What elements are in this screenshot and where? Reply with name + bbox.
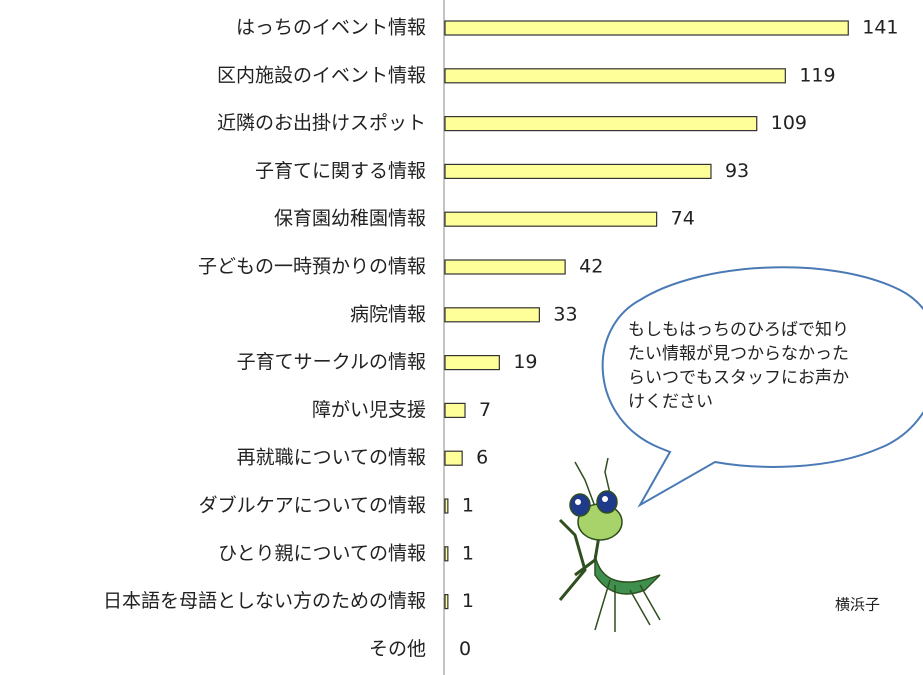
bar [445, 499, 448, 513]
category-label: ひとり親についての情報 [218, 542, 426, 564]
data-label: 74 [671, 208, 695, 230]
annotation-line: けください [628, 392, 713, 412]
bar [445, 260, 565, 274]
data-label: 33 [553, 303, 577, 325]
data-label: 141 [862, 17, 898, 39]
category-label: はっちのイベント情報 [236, 17, 426, 39]
mantis-illustration [560, 458, 660, 632]
category-label: 再就職についての情報 [237, 447, 426, 469]
data-label: 1 [462, 542, 474, 564]
category-label: 区内施設のイベント情報 [217, 64, 426, 86]
annotation-line: たい情報が見つからなかった [628, 344, 849, 364]
footer-text: 横浜子 [835, 596, 880, 614]
data-label: 7 [479, 399, 491, 421]
data-label: 1 [462, 495, 474, 517]
bar [445, 403, 465, 417]
bar [445, 69, 785, 83]
category-label: 子育てサークルの情報 [237, 351, 426, 373]
category-label: その他 [369, 638, 426, 660]
category-label: 保育園幼稚園情報 [274, 208, 426, 230]
data-label: 93 [725, 160, 749, 182]
bar [445, 117, 757, 131]
category-label: 病院情報 [350, 303, 426, 325]
category-label: 日本語を母語としない方のための情報 [103, 590, 426, 612]
bar [445, 451, 462, 465]
bar [445, 595, 448, 609]
category-label: 子どもの一時預かりの情報 [198, 256, 426, 278]
category-label: 子育てに関する情報 [255, 160, 426, 182]
annotation-line: もしもはっちのひろばで知り [628, 320, 849, 340]
chart: 横浜子 はっちのイベント情報141区内施設のイベント情報119近隣のお出掛けスポ… [0, 0, 923, 675]
bar [445, 547, 448, 561]
page: {"chart_data": {"type": "bar", "orientat… [0, 0, 923, 675]
category-label: 近隣のお出掛けスポット [217, 112, 426, 134]
data-label: 119 [799, 64, 835, 86]
data-label: 6 [476, 447, 488, 469]
bar [445, 21, 848, 35]
data-label: 0 [459, 638, 471, 660]
bar [445, 308, 539, 322]
category-label: 障がい児支援 [312, 399, 426, 421]
bar [445, 356, 499, 370]
annotation-line: らいつでもスタッフにお声か [628, 368, 849, 388]
data-label: 109 [771, 112, 807, 134]
bar [445, 164, 711, 178]
data-label: 42 [579, 256, 603, 278]
data-label: 19 [513, 351, 537, 373]
bar [445, 212, 657, 226]
category-label: ダブルケアについての情報 [199, 494, 426, 517]
data-label: 1 [462, 590, 474, 612]
